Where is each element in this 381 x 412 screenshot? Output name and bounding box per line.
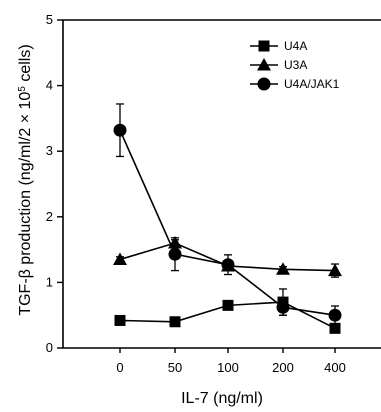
data-point-u4a-0 bbox=[114, 314, 126, 326]
series-u4a-jak1 bbox=[113, 103, 342, 326]
y-axis-title-unit: cells) bbox=[17, 44, 34, 86]
y-axis-title-main: TGF-β production (ng/ml/2 × 10 bbox=[17, 92, 34, 316]
legend-label-u4a-jak1: U4A/JAK1 bbox=[284, 77, 340, 91]
legend-item-u4a-jak1: U4A/JAK1 bbox=[250, 77, 340, 91]
data-point-u4a-jak1-3 bbox=[276, 300, 290, 314]
x-tick-label-100: 100 bbox=[217, 360, 239, 375]
legend-item-u3a: U3A bbox=[250, 58, 307, 72]
data-point-u4a-2 bbox=[222, 299, 234, 311]
x-tick-label-400: 400 bbox=[324, 360, 346, 375]
data-point-u4a-jak1-0 bbox=[113, 123, 127, 137]
plot-frame bbox=[62, 19, 381, 349]
data-point-u4a-1 bbox=[169, 316, 181, 328]
data-point-u4a-jak1-1 bbox=[168, 247, 182, 261]
legend-marker-u4a-jak1 bbox=[257, 77, 271, 91]
data-point-u3a-3 bbox=[276, 262, 290, 275]
y-axis-title: TGF-β production (ng/ml/2 × 105 cells) bbox=[17, 44, 35, 315]
svg-text:TGF-β production (ng/ml/2 × 10: TGF-β production (ng/ml/2 × 105 cells) bbox=[17, 44, 35, 315]
legend-marker-u4a bbox=[258, 40, 270, 52]
x-tick-label-0: 0 bbox=[116, 360, 123, 375]
legend-label-u4a: U4A bbox=[284, 39, 307, 53]
x-tick-label-200: 200 bbox=[272, 360, 294, 375]
data-point-u4a-jak1-4 bbox=[328, 308, 342, 322]
data-point-u4a-jak1-2 bbox=[221, 258, 235, 272]
legend-label-u3a: U3A bbox=[284, 58, 307, 72]
data-point-u3a-0 bbox=[113, 252, 127, 265]
y-tick-label-2: 2 bbox=[46, 209, 53, 224]
y-tick-label-0: 0 bbox=[46, 340, 53, 355]
y-tick-label-3: 3 bbox=[46, 143, 53, 158]
data-point-u3a-4 bbox=[328, 263, 342, 277]
x-axis-title: IL-7 (ng/ml) bbox=[181, 390, 263, 407]
y-tick-label-1: 1 bbox=[46, 274, 53, 289]
series-line-u4a-jak1 bbox=[119, 129, 336, 316]
y-tick-label-5: 5 bbox=[46, 12, 53, 27]
y-axis-title-exponent: 5 bbox=[17, 86, 28, 92]
y-tick-label-4: 4 bbox=[46, 78, 53, 93]
x-tick-label-50: 50 bbox=[168, 360, 182, 375]
data-point-u4a-4 bbox=[329, 322, 341, 334]
legend-marker-u3a bbox=[257, 58, 271, 71]
legend-item-u4a: U4A bbox=[250, 39, 307, 53]
legend: U4A U3A U4A/JAK1 bbox=[250, 39, 340, 91]
